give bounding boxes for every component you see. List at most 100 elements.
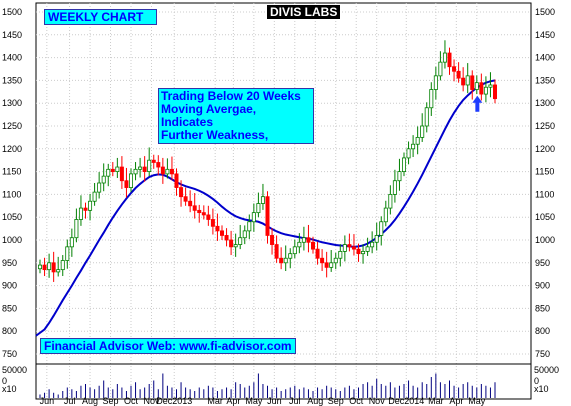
volume-tick-label: 50000 (534, 365, 559, 375)
candle-body (92, 191, 97, 202)
candle-body (356, 248, 361, 255)
candle-body (229, 239, 234, 248)
x-tick-label: Jun (267, 396, 282, 406)
candle-body (433, 75, 438, 90)
x-tick-label: Apr (449, 396, 463, 406)
candle-body (470, 75, 475, 90)
y-tick-label: 800 (535, 326, 550, 336)
candle-body (38, 264, 43, 270)
candle-body (365, 246, 370, 252)
y-tick-label: 1450 (2, 30, 22, 40)
candle-body (465, 75, 470, 86)
x-tick-label: Jul (289, 396, 301, 406)
x-tick-label: Dec2014 (388, 396, 424, 406)
candle-body (479, 82, 484, 95)
candle-body (101, 175, 106, 184)
candle-body (106, 168, 111, 177)
candle-body (374, 235, 379, 243)
y-tick-label: 1300 (535, 98, 555, 108)
y-tick-label: 1200 (2, 144, 22, 154)
x-tick-label: May (468, 396, 486, 406)
x-tick-label: Sep (328, 396, 344, 406)
candle-body (438, 61, 443, 77)
y-tick-label: 1150 (2, 167, 21, 177)
plot-area (35, 2, 532, 400)
candle-body (274, 244, 279, 259)
volume-tick-label: 0 (534, 376, 539, 386)
candle-body (88, 200, 93, 211)
candle-body (201, 212, 206, 216)
candle-body (78, 207, 83, 220)
y-tick-label: 1400 (2, 53, 22, 63)
y-tick-label: 1350 (2, 75, 22, 85)
candle-body (188, 200, 193, 207)
x-tick-label: Aug (307, 396, 323, 406)
candle-body (283, 257, 288, 264)
candle-body (429, 89, 434, 109)
candle-body (165, 168, 170, 175)
candle-body (474, 82, 479, 90)
candle-body (42, 264, 47, 271)
candle-body (219, 230, 224, 236)
y-tick-label: 1450 (535, 30, 555, 40)
x-tick-label: Dec2013 (156, 396, 192, 406)
candle-body (351, 246, 356, 250)
candle-body (169, 168, 174, 175)
candle-body (128, 173, 133, 188)
y-tick-label: 900 (535, 281, 550, 291)
candle-body (65, 246, 70, 261)
candle-body (115, 166, 120, 172)
y-tick-label: 1200 (535, 144, 555, 154)
candle-body (256, 203, 261, 214)
candle-body (247, 221, 252, 232)
candle-body (47, 262, 52, 271)
candle-body (411, 143, 416, 150)
x-tick-label: Mar (207, 396, 223, 406)
y-tick-label: 750 (535, 349, 550, 359)
candle-body (265, 196, 270, 236)
x-tick-label: Oct (124, 396, 139, 406)
candle-body (306, 237, 311, 243)
candle-body (133, 168, 138, 175)
candle-body (238, 237, 243, 245)
candle-body (361, 250, 366, 255)
candle-body (60, 260, 65, 271)
volume-unit-left: x10 (2, 384, 17, 394)
candle-body (138, 166, 143, 170)
candle-body (215, 225, 220, 232)
candle-body (320, 257, 325, 264)
candle-body (142, 166, 147, 172)
y-tick-label: 1100 (2, 189, 21, 199)
gridlines (36, 3, 531, 399)
volume-unit-right: x10 (534, 384, 549, 394)
candle-body (156, 162, 161, 168)
candle-body (151, 159, 156, 163)
candle-body (301, 237, 306, 243)
candle-body (383, 207, 388, 223)
candle-body (461, 77, 466, 86)
volume-bars (39, 373, 496, 398)
candle-body (174, 173, 179, 188)
candle-body (110, 168, 115, 173)
candle-body (347, 244, 352, 248)
y-tick-label: 1250 (535, 121, 555, 131)
footer-website: Financial Advisor Web: www.fi-advisor.co… (40, 338, 296, 354)
candle-body (119, 166, 124, 182)
candle-body (292, 246, 297, 255)
candle-body (310, 241, 315, 250)
candle-body (242, 230, 247, 239)
candle-body (97, 182, 102, 193)
candle-body (406, 148, 411, 159)
candle-body (315, 248, 320, 259)
candle-body (338, 250, 343, 259)
y-tick-label: 800 (2, 326, 17, 336)
candle-body (483, 86, 488, 95)
candle-body (69, 237, 74, 248)
x-tick-label: Jun (40, 396, 55, 406)
x-tick-label: Oct (349, 396, 364, 406)
candle-body (74, 219, 79, 239)
candle-body (452, 66, 457, 72)
y-tick-label: 850 (535, 303, 550, 313)
annotation-line: Trading Below 20 Weeks (161, 89, 301, 103)
